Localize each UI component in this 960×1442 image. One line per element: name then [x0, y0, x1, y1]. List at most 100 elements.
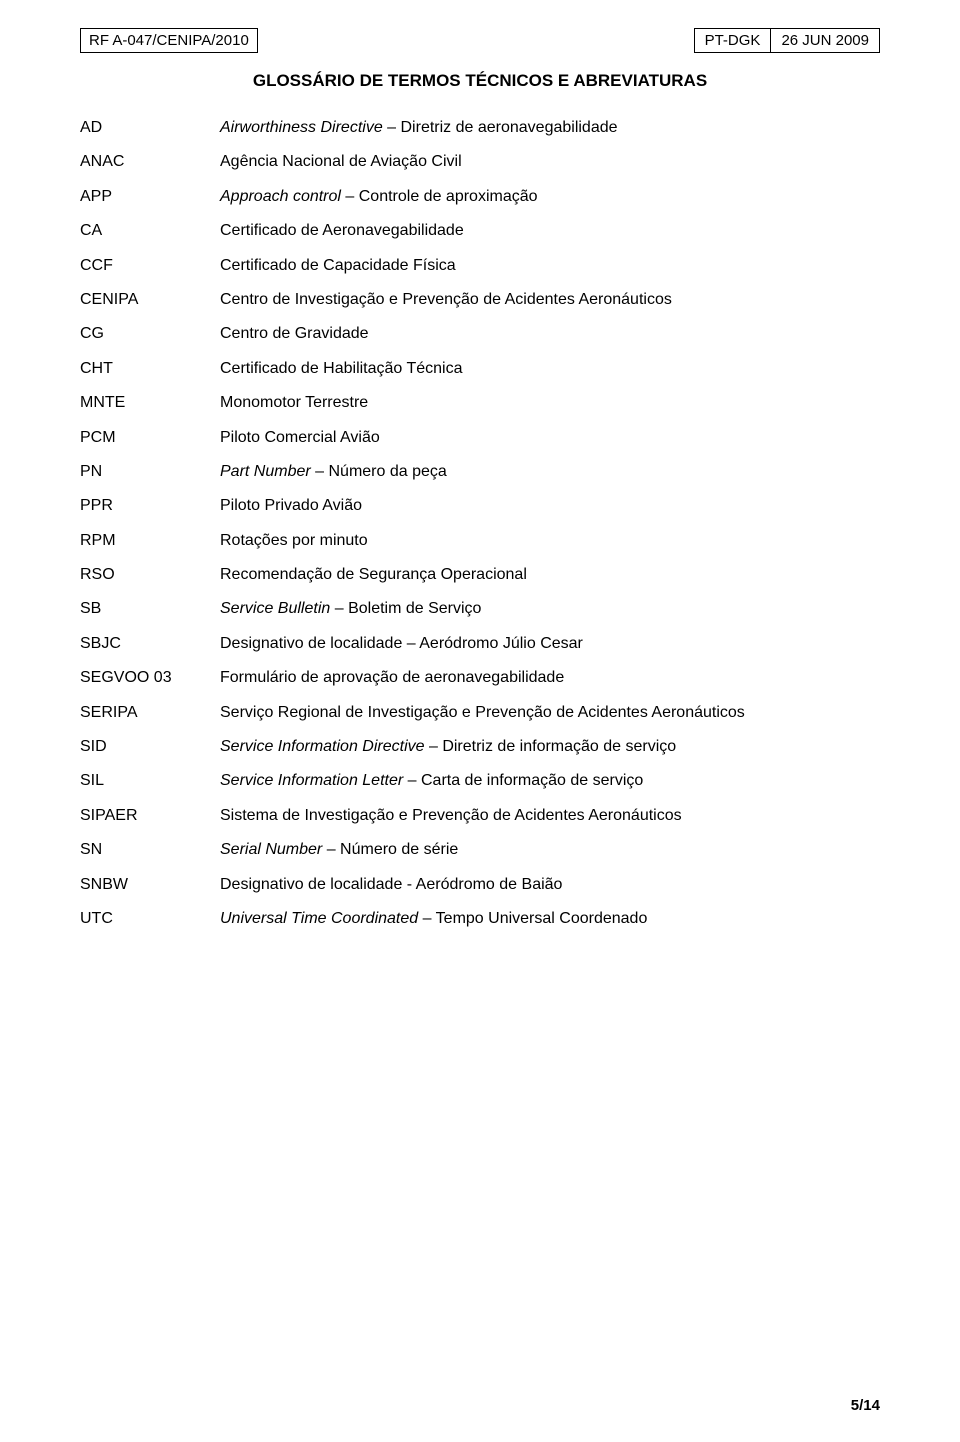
glossary-def: Centro de Gravidade — [220, 317, 880, 351]
glossary-def-plain: Designativo de localidade - Aeródromo de… — [220, 876, 562, 893]
glossary-def-plain: – Boletim de Serviço — [335, 600, 482, 617]
glossary-def-plain: Designativo de localidade – Aeródromo Jú… — [220, 635, 583, 652]
doc-ref: RF A-047/CENIPA/2010 — [89, 32, 249, 49]
glossary-def-plain: Centro de Investigação e Prevenção de Ac… — [220, 291, 672, 308]
page-number: 5/14 — [851, 1397, 880, 1414]
glossary-row: UTCUniversal Time Coordinated – Tempo Un… — [80, 902, 880, 936]
glossary-row: SILService Information Letter – Carta de… — [80, 764, 880, 798]
glossary-def-italic: Part Number — [220, 463, 315, 480]
glossary-row: SBJCDesignativo de localidade – Aeródrom… — [80, 627, 880, 661]
glossary-abbr: SB — [80, 592, 220, 626]
glossary-row: PPRPiloto Privado Avião — [80, 489, 880, 523]
glossary-abbr: PPR — [80, 489, 220, 523]
glossary-def-italic: Approach control — [220, 188, 345, 205]
glossary-def: Formulário de aprovação de aeronavegabil… — [220, 661, 880, 695]
glossary-row: CACertificado de Aeronavegabilidade — [80, 214, 880, 248]
glossary-def: Designativo de localidade – Aeródromo Jú… — [220, 627, 880, 661]
glossary-abbr: RSO — [80, 558, 220, 592]
glossary-row: CENIPACentro de Investigação e Prevenção… — [80, 283, 880, 317]
glossary-def-plain: – Número da peça — [315, 463, 447, 480]
glossary-def: Designativo de localidade - Aeródromo de… — [220, 868, 880, 902]
date-text: 26 JUN 2009 — [781, 32, 869, 49]
glossary-def-plain: – Número de série — [327, 841, 459, 858]
header-right-group: PT-DGK 26 JUN 2009 — [694, 28, 880, 53]
glossary-def: Service Information Directive – Diretriz… — [220, 730, 880, 764]
glossary-def-plain: – Tempo Universal Coordenado — [423, 910, 648, 927]
glossary-abbr: PN — [80, 455, 220, 489]
glossary-row: RSORecomendação de Segurança Operacional — [80, 558, 880, 592]
glossary-def: Piloto Comercial Avião — [220, 421, 880, 455]
glossary-row: CGCentro de Gravidade — [80, 317, 880, 351]
glossary-def: Monomotor Terrestre — [220, 386, 880, 420]
glossary-def-plain: Centro de Gravidade — [220, 325, 369, 342]
glossary-def-plain: Recomendação de Segurança Operacional — [220, 566, 527, 583]
glossary-row: SIPAERSistema de Investigação e Prevençã… — [80, 799, 880, 833]
glossary-row: PNPart Number – Número da peça — [80, 455, 880, 489]
glossary-def: Service Information Letter – Carta de in… — [220, 764, 880, 798]
glossary-abbr: SN — [80, 833, 220, 867]
glossary-abbr: APP — [80, 180, 220, 214]
glossary-row: SIDService Information Directive – Diret… — [80, 730, 880, 764]
glossary-def: Recomendação de Segurança Operacional — [220, 558, 880, 592]
glossary-abbr: SID — [80, 730, 220, 764]
glossary-abbr: MNTE — [80, 386, 220, 420]
glossary-def-plain: Monomotor Terrestre — [220, 394, 368, 411]
glossary-row: CHTCertificado de Habilitação Técnica — [80, 352, 880, 386]
glossary-abbr: ANAC — [80, 145, 220, 179]
glossary-def: Sistema de Investigação e Prevenção de A… — [220, 799, 880, 833]
glossary-def-plain: Certificado de Habilitação Técnica — [220, 360, 463, 377]
glossary-def: Part Number – Número da peça — [220, 455, 880, 489]
glossary-abbr: CCF — [80, 249, 220, 283]
glossary-row: RPMRotações por minuto — [80, 524, 880, 558]
glossary-def: Certificado de Aeronavegabilidade — [220, 214, 880, 248]
glossary-abbr: RPM — [80, 524, 220, 558]
glossary-def-italic: Service Bulletin — [220, 600, 335, 617]
header-row: RF A-047/CENIPA/2010 PT-DGK 26 JUN 2009 — [80, 28, 880, 53]
glossary-def: Centro de Investigação e Prevenção de Ac… — [220, 283, 880, 317]
glossary-def: Approach control – Controle de aproximaç… — [220, 180, 880, 214]
glossary-def-italic: Serial Number — [220, 841, 327, 858]
glossary-def-plain: Serviço Regional de Investigação e Preve… — [220, 704, 745, 721]
glossary-abbr: CA — [80, 214, 220, 248]
glossary-def-plain: Rotações por minuto — [220, 532, 368, 549]
glossary-def-italic: Airworthiness Directive — [220, 119, 387, 136]
glossary-abbr: CG — [80, 317, 220, 351]
page: RF A-047/CENIPA/2010 PT-DGK 26 JUN 2009 … — [0, 0, 960, 1442]
glossary-def-plain: Certificado de Capacidade Física — [220, 257, 456, 274]
glossary-abbr: SERIPA — [80, 696, 220, 730]
glossary-def-plain: Piloto Comercial Avião — [220, 429, 380, 446]
glossary-abbr: UTC — [80, 902, 220, 936]
glossary-def-plain: – Carta de informação de serviço — [408, 772, 644, 789]
header-left-cell: RF A-047/CENIPA/2010 — [80, 28, 258, 53]
glossary-abbr: AD — [80, 111, 220, 145]
glossary-row: SEGVOO 03Formulário de aprovação de aero… — [80, 661, 880, 695]
glossary-row: SERIPAServiço Regional de Investigação e… — [80, 696, 880, 730]
glossary-def: Universal Time Coordinated – Tempo Unive… — [220, 902, 880, 936]
glossary-abbr: CENIPA — [80, 283, 220, 317]
glossary-row: MNTEMonomotor Terrestre — [80, 386, 880, 420]
glossary-abbr: PCM — [80, 421, 220, 455]
registration-text: PT-DGK — [705, 32, 761, 49]
glossary-row: CCFCertificado de Capacidade Física — [80, 249, 880, 283]
glossary-abbr: SNBW — [80, 868, 220, 902]
glossary-def: Airworthiness Directive – Diretriz de ae… — [220, 111, 880, 145]
glossary-row: ANACAgência Nacional de Aviação Civil — [80, 145, 880, 179]
glossary-row: SBService Bulletin – Boletim de Serviço — [80, 592, 880, 626]
glossary-def-plain: Formulário de aprovação de aeronavegabil… — [220, 669, 564, 686]
glossary-def: Certificado de Habilitação Técnica — [220, 352, 880, 386]
glossary-def-italic: Service Information Letter — [220, 772, 408, 789]
glossary-def-plain: – Diretriz de informação de serviço — [429, 738, 676, 755]
glossary-def: Certificado de Capacidade Física — [220, 249, 880, 283]
glossary-def-italic: Service Information Directive — [220, 738, 429, 755]
glossary-def-plain: Agência Nacional de Aviação Civil — [220, 153, 462, 170]
glossary-def: Service Bulletin – Boletim de Serviço — [220, 592, 880, 626]
glossary-def-plain: Sistema de Investigação e Prevenção de A… — [220, 807, 682, 824]
glossary-list: ADAirworthiness Directive – Diretriz de … — [80, 111, 880, 936]
glossary-def-plain: Certificado de Aeronavegabilidade — [220, 222, 464, 239]
glossary-abbr: CHT — [80, 352, 220, 386]
glossary-row: APPApproach control – Controle de aproxi… — [80, 180, 880, 214]
glossary-def-plain: Piloto Privado Avião — [220, 497, 362, 514]
glossary-def-plain: – Controle de aproximação — [345, 188, 537, 205]
glossary-def: Serviço Regional de Investigação e Preve… — [220, 696, 880, 730]
glossary-abbr: SBJC — [80, 627, 220, 661]
